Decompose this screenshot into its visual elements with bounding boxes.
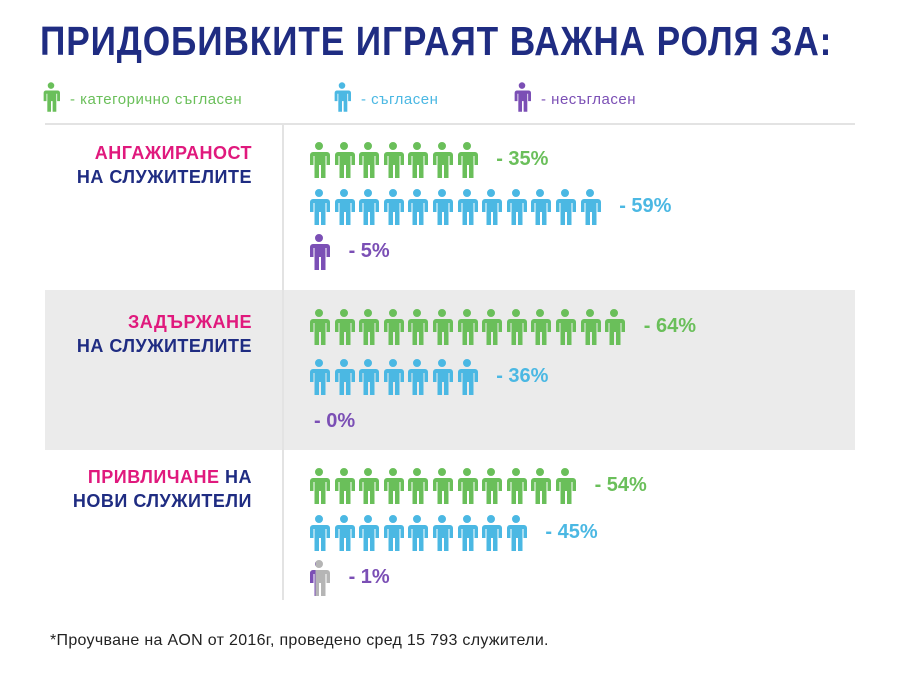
person-icon — [433, 468, 453, 504]
divider — [45, 123, 855, 125]
page-title: ПРИДОБИВКИТЕ ИГРАЯТ ВАЖНА РОЛЯ ЗА: — [40, 18, 833, 64]
person-icon — [310, 560, 330, 596]
person-icon — [506, 189, 527, 225]
person-icon — [513, 82, 541, 116]
person-icon — [359, 189, 380, 225]
person-icon — [482, 468, 503, 504]
person-icon — [506, 309, 527, 345]
person-icon — [383, 359, 404, 395]
person-icon — [310, 309, 330, 345]
person-icon — [457, 142, 478, 178]
person-icon — [408, 359, 429, 395]
person-icon — [433, 359, 453, 395]
legend-disagree: - несъгласен — [513, 82, 637, 116]
value-label: - 5% — [348, 240, 390, 262]
person-icon — [457, 309, 478, 345]
person-icon — [333, 82, 361, 116]
person-icon — [310, 359, 330, 395]
person-icon — [433, 142, 453, 178]
person-icon — [482, 189, 503, 225]
person-icon — [433, 515, 453, 551]
person-icon — [531, 189, 552, 225]
person-icon — [433, 309, 453, 345]
person-icon — [43, 82, 60, 112]
person-icon — [334, 515, 355, 551]
divider — [282, 125, 284, 600]
person-icon — [334, 142, 355, 178]
person-icon — [310, 142, 330, 178]
category-label: АНГАЖИРАНОСТ НА СЛУЖИТЕЛИТЕ — [76, 143, 252, 187]
person-icon — [334, 359, 355, 395]
person-icon — [433, 189, 453, 225]
person-icon — [359, 468, 380, 504]
person-icon — [506, 515, 527, 551]
person-icon — [457, 359, 478, 395]
person-icon — [482, 309, 503, 345]
person-icon — [383, 515, 404, 551]
person-icon — [408, 142, 429, 178]
category-label: ЗАДЪРЖАНЕ НА СЛУЖИТЕЛИТЕ — [76, 312, 252, 356]
person-icon — [334, 82, 351, 112]
person-icon — [334, 189, 355, 225]
legend-label: - категорично съгласен — [70, 90, 243, 108]
footnote: *Проучване на AON от 2016г, проведено ср… — [50, 632, 549, 649]
person-icon — [408, 309, 429, 345]
person-icon — [531, 309, 552, 345]
person-icon — [556, 309, 576, 345]
person-icon — [42, 82, 70, 116]
person-icon — [334, 468, 355, 504]
person-icon — [408, 189, 429, 225]
legend-label: - съгласен — [361, 90, 439, 108]
person-icon — [334, 309, 355, 345]
value-label: - 36% — [496, 365, 549, 387]
person-icon — [408, 468, 429, 504]
person-icon — [359, 309, 380, 345]
person-icon — [514, 82, 531, 112]
person-icon — [482, 515, 503, 551]
person-icon — [359, 142, 380, 178]
person-icon — [556, 468, 576, 504]
person-icon — [383, 309, 404, 345]
value-label: - 45% — [545, 521, 598, 543]
person-icon — [556, 189, 576, 225]
person-icon — [310, 189, 330, 225]
person-icon — [383, 189, 404, 225]
person-icon — [310, 234, 330, 270]
person-icon — [506, 468, 527, 504]
legend-agree: - съгласен — [333, 82, 439, 116]
person-icon — [359, 359, 380, 395]
person-icon — [310, 468, 330, 504]
person-icon — [457, 468, 478, 504]
value-label: - 59% — [619, 195, 672, 217]
person-icon — [531, 468, 552, 504]
person-icon — [457, 189, 478, 225]
value-label: - 35% — [496, 148, 549, 170]
person-icon — [580, 309, 601, 345]
person-icon — [359, 515, 380, 551]
value-label: - 54% — [594, 474, 647, 496]
value-label: - 1% — [348, 566, 390, 588]
person-icon — [408, 515, 429, 551]
category-label: ПРИВЛИЧАНЕ НА НОВИ СЛУЖИТЕЛИ — [72, 467, 252, 511]
person-icon — [605, 309, 626, 345]
person-icon — [310, 515, 330, 551]
value-label: - 64% — [643, 315, 697, 337]
person-icon — [457, 515, 478, 551]
person-icon — [383, 468, 404, 504]
legend-strongly-agree: - категорично съгласен — [42, 82, 243, 116]
person-icon — [580, 189, 601, 225]
legend-label: - несъгласен — [541, 90, 637, 108]
value-label: - 0% — [314, 410, 356, 432]
person-icon — [383, 142, 404, 178]
